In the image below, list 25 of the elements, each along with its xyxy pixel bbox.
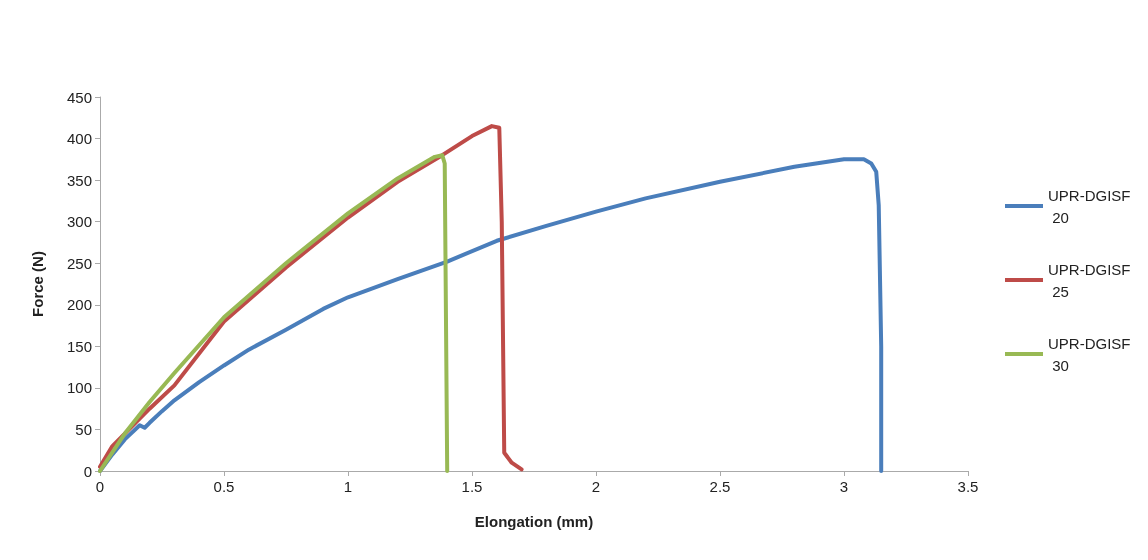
y-tick-label: 350: [66, 171, 92, 189]
y-tick-label: 100: [66, 379, 92, 397]
y-tick-label: 450: [66, 88, 92, 106]
x-axis-title: Elongation (mm): [474, 513, 594, 530]
x-tick-label: 0: [95, 478, 105, 495]
y-tick-label: 0: [83, 462, 92, 480]
y-tick-label: 50: [75, 420, 92, 438]
x-tick-label: 1: [343, 478, 353, 495]
x-tick-label: 0.5: [213, 478, 235, 495]
line-series: [98, 153, 450, 473]
line-series: [98, 124, 524, 472]
legend-label: UPR-DGISF 25: [1048, 260, 1131, 300]
y-tick-label: 400: [66, 130, 92, 148]
x-tick-label: 3.5: [957, 478, 979, 495]
x-tick-label: 1.5: [461, 478, 483, 495]
legend-label: UPR-DGISF 20: [1048, 186, 1131, 226]
x-tick-label: 2.5: [709, 478, 731, 495]
x-tick-label: 2: [591, 478, 601, 495]
y-axis-title: Force (N): [29, 251, 46, 317]
y-tick-label: 150: [66, 337, 92, 355]
y-tick-label: 300: [66, 213, 92, 231]
legend-label: UPR-DGISF 30: [1048, 334, 1131, 374]
y-tick-label: 200: [66, 296, 92, 314]
y-tick-label: 250: [66, 254, 92, 272]
x-tick-label: 3: [839, 478, 849, 495]
